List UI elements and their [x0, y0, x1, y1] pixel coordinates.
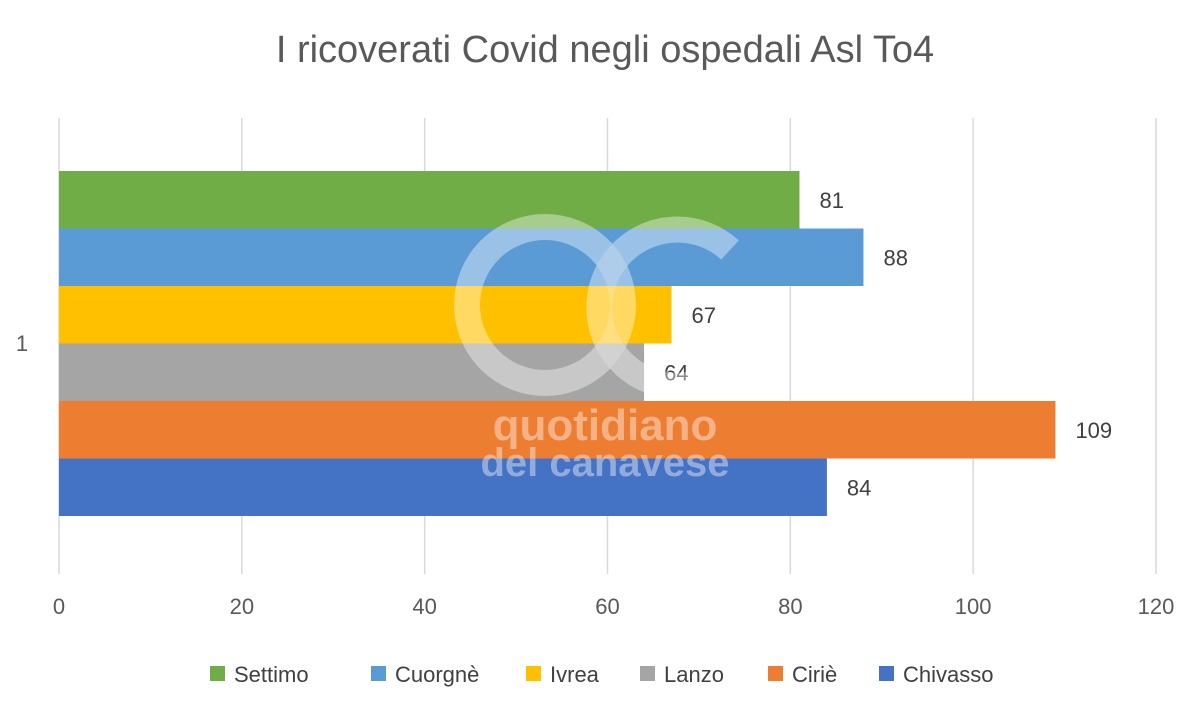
- legend-label: Ivrea: [550, 662, 600, 687]
- legend-label: Settimo: [234, 662, 309, 687]
- legend-swatch: [879, 666, 894, 681]
- watermark-line2: del canavese: [480, 441, 729, 485]
- x-axis-ticks: 0 20 40 60 80 100 120: [53, 594, 1174, 619]
- data-label: 81: [819, 188, 843, 213]
- legend-label: Ciriè: [792, 662, 837, 687]
- x-tick-label: 120: [1138, 594, 1175, 619]
- bar-cuorgnè: [59, 228, 864, 286]
- bar-ivrea: [59, 286, 672, 344]
- data-label: 67: [691, 303, 715, 328]
- legend: Settimo Cuorgnè Ivrea Lanzo Ciriè Chivasso: [210, 662, 993, 687]
- x-tick-label: 80: [778, 594, 802, 619]
- bar-lanzo: [59, 343, 645, 401]
- bar-settimo: [59, 171, 800, 229]
- category-label: 1: [16, 331, 28, 356]
- x-tick-label: 60: [595, 594, 619, 619]
- y-axis-categories: 1: [16, 331, 28, 356]
- data-label: 84: [847, 475, 871, 500]
- x-tick-label: 0: [53, 594, 65, 619]
- data-label: 109: [1075, 418, 1112, 443]
- watermark-line1: quotidiano: [493, 401, 718, 450]
- legend-label: Lanzo: [664, 662, 724, 687]
- legend-label: Chivasso: [903, 662, 993, 687]
- x-tick-label: 100: [955, 594, 992, 619]
- legend-label: Cuorgnè: [395, 662, 479, 687]
- legend-swatch: [768, 666, 783, 681]
- data-label: 64: [664, 360, 688, 385]
- legend-swatch: [526, 666, 541, 681]
- legend-swatch: [371, 666, 386, 681]
- data-label: 88: [883, 245, 907, 270]
- bar-chivasso: [59, 458, 827, 516]
- x-tick-label: 20: [230, 594, 254, 619]
- legend-swatch: [210, 666, 225, 681]
- chart-title: I ricoverati Covid negli ospedali Asl To…: [276, 29, 934, 71]
- data-labels: 81 88 67 64 109 84: [664, 188, 1112, 501]
- bars: [59, 171, 1056, 516]
- x-tick-label: 40: [412, 594, 436, 619]
- bar-ciriè: [59, 401, 1056, 459]
- watermark-logo: quotidiano del canavese: [454, 214, 745, 485]
- legend-swatch: [640, 666, 655, 681]
